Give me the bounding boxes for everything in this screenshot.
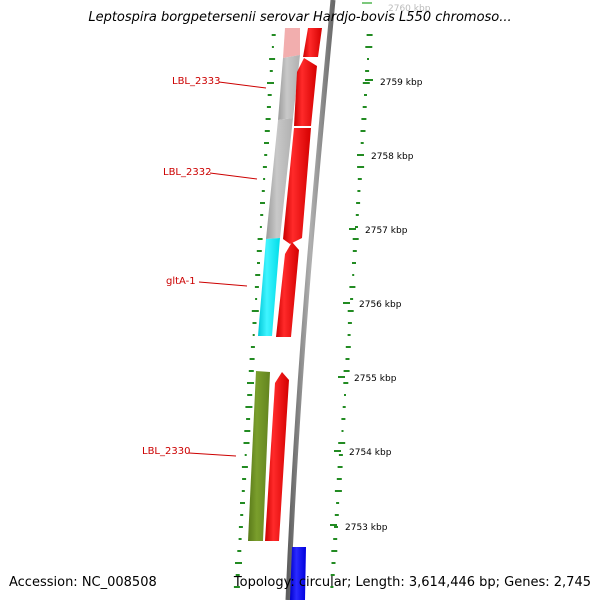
- gene-labels: LBL_2333 LBL_2332 gltA-1 LBL_2330: [142, 76, 267, 457]
- gc-dots-outer: [330, 34, 373, 588]
- backbone-arc: [285, 0, 336, 600]
- leader-line: [218, 81, 267, 89]
- cds-arrow[interactable]: [294, 58, 317, 126]
- ruler-label: 2754 kbp: [349, 448, 392, 458]
- accession-text: Accession: NC_008508: [9, 575, 157, 590]
- gene-label-lbl-2333[interactable]: LBL_2333: [172, 76, 220, 87]
- map-title: Leptospira borgpetersenii serovar Hardjo…: [88, 10, 512, 25]
- cds-arrow[interactable]: [303, 28, 322, 57]
- cds-arrow[interactable]: [283, 128, 311, 244]
- gene-label-gltA-1[interactable]: gltA-1: [166, 276, 196, 287]
- gene-blue-feature[interactable]: [290, 547, 306, 600]
- summary-text: Topology: circular; Length: 3,614,446 bp…: [233, 575, 591, 590]
- ruler-label: 2759 kbp: [380, 78, 423, 88]
- leader-line: [198, 281, 248, 287]
- ruler: 2760 kbp 2759 kbp 2758 kbp 2757 kbp 2756…: [330, 2, 431, 533]
- ruler-label: 2755 kbp: [354, 374, 397, 384]
- gene-gltA-1-feature[interactable]: [258, 238, 280, 336]
- ruler-label: 2758 kbp: [371, 152, 414, 162]
- cds-strand-track: [265, 28, 322, 541]
- ruler-label: 2756 kbp: [359, 300, 402, 310]
- ruler-label: 2760 kbp: [388, 4, 431, 14]
- cds-arrow[interactable]: [276, 242, 299, 337]
- leader-line: [188, 452, 237, 457]
- gene-lbl-2333-feature[interactable]: [278, 28, 300, 120]
- ruler-label: 2753 kbp: [345, 523, 388, 533]
- gc-dots-inner: [233, 34, 276, 588]
- gene-label-lbl-2330[interactable]: LBL_2330: [142, 446, 190, 457]
- cds-arrow[interactable]: [265, 372, 289, 541]
- gene-lbl-2330-feature[interactable]: [248, 371, 270, 541]
- leader-line: [209, 172, 258, 180]
- ruler-label: 2757 kbp: [365, 226, 408, 236]
- gene-lbl-2332-feature[interactable]: [266, 118, 293, 239]
- gene-label-lbl-2332[interactable]: LBL_2332: [163, 167, 211, 178]
